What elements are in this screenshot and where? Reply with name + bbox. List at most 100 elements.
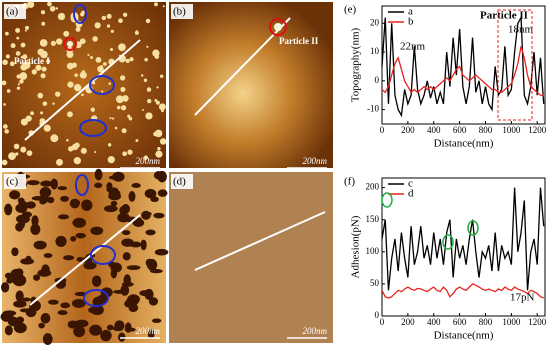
x-tick-label: 200 (401, 125, 415, 135)
particle (120, 105, 127, 111)
particle (154, 99, 158, 102)
x-tick-label: 400 (427, 125, 441, 135)
particle (95, 57, 102, 63)
pore (151, 318, 162, 324)
y-tick-label: 200 (366, 182, 380, 192)
particle (146, 87, 152, 92)
pore (33, 274, 41, 281)
pore (126, 265, 141, 271)
x-tick-label: 800 (479, 317, 493, 327)
pore (42, 333, 53, 345)
particle (102, 62, 107, 66)
particle (143, 78, 148, 82)
pore (153, 212, 165, 219)
pore (91, 275, 102, 287)
pore (140, 239, 147, 251)
particle (1, 159, 8, 166)
particle (17, 83, 20, 86)
data-line (381, 283, 544, 299)
particle (4, 129, 9, 134)
particle (144, 58, 148, 62)
particle (56, 158, 63, 166)
pore (147, 328, 155, 339)
images (0, 0, 333, 345)
highlight (442, 234, 454, 250)
pore (15, 203, 28, 213)
highlight (381, 192, 393, 208)
panel-label: (e) (344, 4, 357, 16)
particle (140, 74, 144, 77)
pore (13, 300, 27, 308)
x-tick-label: 1000 (502, 125, 521, 135)
particle (20, 42, 26, 48)
particle (41, 66, 47, 72)
particle (94, 22, 101, 29)
particle (161, 109, 164, 113)
pore (33, 240, 47, 250)
particle (67, 111, 73, 118)
particle (97, 65, 104, 73)
particle (110, 29, 114, 33)
particle (55, 7, 59, 10)
pore (48, 299, 59, 305)
pore (60, 195, 69, 202)
particle (147, 98, 152, 104)
particle (128, 116, 133, 121)
particle (107, 156, 115, 164)
particle (112, 117, 115, 120)
particle (81, 70, 86, 74)
particle (106, 13, 112, 19)
particle (74, 73, 78, 77)
pore (119, 206, 127, 215)
particle (9, 61, 15, 67)
pore (21, 297, 31, 302)
x-tick-label: 0 (380, 317, 385, 327)
particle (66, 62, 74, 70)
marker (269, 18, 287, 36)
particle (5, 31, 9, 36)
pore (11, 247, 19, 257)
particle (31, 69, 37, 75)
particle (146, 45, 149, 48)
particle (40, 73, 46, 79)
pore (148, 297, 159, 306)
pore (103, 205, 118, 213)
image-text: 200nm (303, 156, 328, 166)
pore (57, 310, 68, 316)
particle (100, 64, 103, 68)
pore (118, 332, 126, 342)
pore (50, 178, 58, 190)
panel-label: (f) (344, 176, 355, 188)
particle (66, 138, 69, 142)
particle (134, 30, 139, 35)
particle (17, 59, 20, 63)
particle (160, 74, 164, 78)
data-line (381, 187, 545, 291)
y-tick-label: 0 (375, 310, 380, 320)
x-tick-label: 1200 (528, 125, 547, 135)
x-axis-label: Distance(nm) (434, 138, 494, 150)
x-tick-label: 600 (453, 317, 467, 327)
pore (157, 170, 167, 183)
pore (41, 264, 50, 276)
particle (42, 101, 48, 106)
particle (135, 139, 139, 143)
data-line (381, 15, 545, 118)
pore (43, 253, 53, 258)
pore (16, 316, 25, 324)
particle (145, 112, 153, 120)
particle (63, 30, 70, 37)
pore (4, 325, 13, 336)
y-axis-label: Adhesion(pN) (350, 215, 362, 278)
pore (144, 188, 157, 199)
marker (63, 37, 77, 51)
particle (118, 18, 123, 24)
pore (106, 324, 114, 331)
particle (76, 142, 79, 146)
particle (115, 95, 124, 104)
pore (141, 210, 151, 220)
particle (2, 59, 8, 66)
particle (122, 151, 127, 157)
particle (1, 80, 7, 86)
